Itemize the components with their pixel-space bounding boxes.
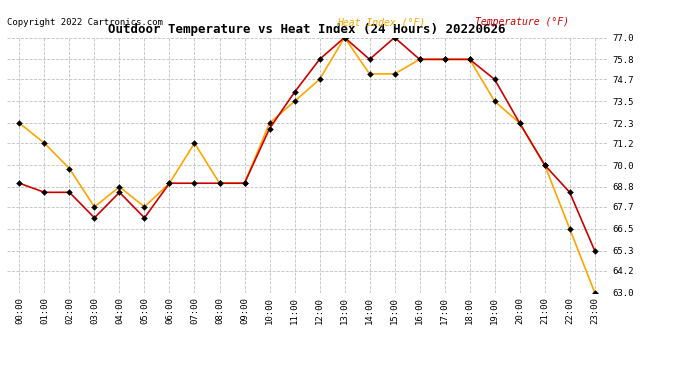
- Text: Heat Index (°F): Heat Index (°F): [337, 17, 425, 27]
- Text: Copyright 2022 Cartronics.com: Copyright 2022 Cartronics.com: [7, 18, 163, 27]
- Title: Outdoor Temperature vs Heat Index (24 Hours) 20220626: Outdoor Temperature vs Heat Index (24 Ho…: [108, 23, 506, 36]
- Text: Temperature (°F): Temperature (°F): [475, 17, 569, 27]
